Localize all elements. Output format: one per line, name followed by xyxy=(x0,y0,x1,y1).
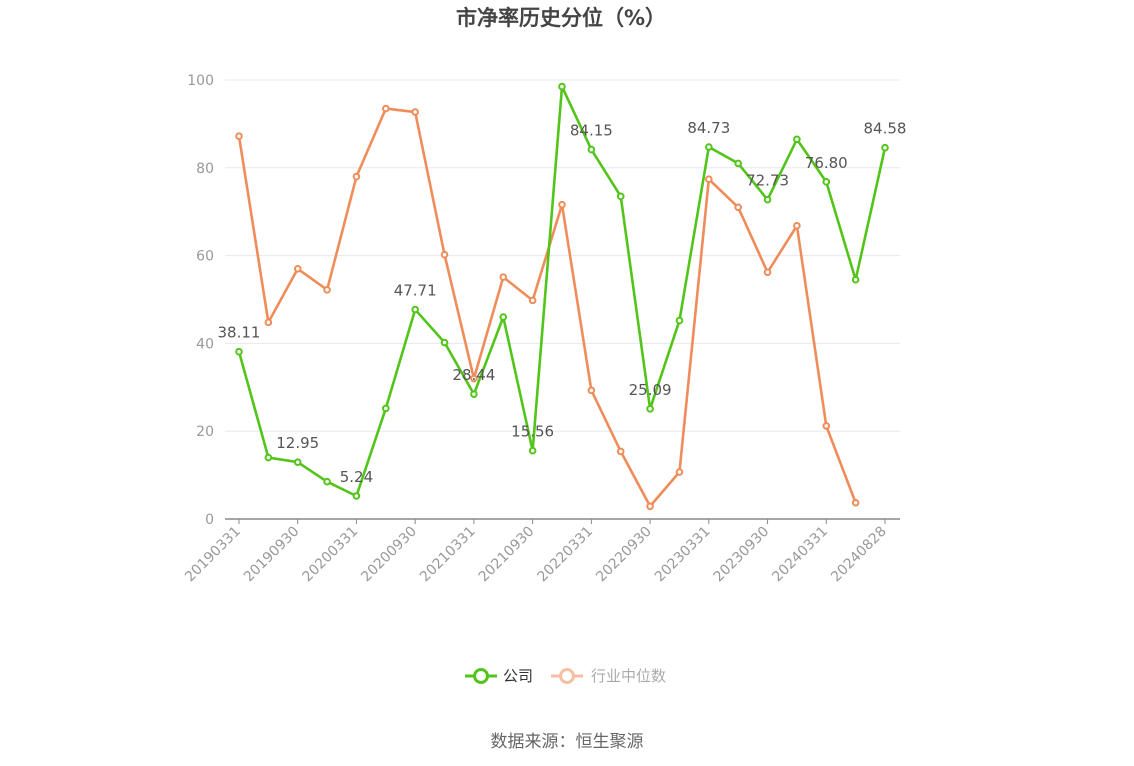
data-label: 12.95 xyxy=(276,434,319,452)
x-tick-label: 20200930 xyxy=(358,524,420,586)
data-point xyxy=(763,268,772,277)
data-point xyxy=(616,192,625,201)
data-point xyxy=(264,318,273,327)
data-point xyxy=(793,221,801,230)
series-line-0 xyxy=(237,85,887,498)
data-point xyxy=(881,143,889,152)
data-label: 84.58 xyxy=(864,120,907,138)
data-point xyxy=(822,178,831,186)
legend-label-company: 公司 xyxy=(503,667,533,685)
data-point xyxy=(558,200,566,209)
data-point xyxy=(323,286,331,294)
grid xyxy=(225,79,900,432)
data-label: 15.56 xyxy=(511,423,554,441)
data-point xyxy=(352,492,361,500)
data-point xyxy=(587,386,596,395)
data-point xyxy=(528,296,537,305)
legend-marker-industry-median xyxy=(559,668,575,684)
x-axis: 2019033120190930202003312020093020210331… xyxy=(182,518,900,586)
data-point xyxy=(587,145,596,154)
data-point xyxy=(293,264,302,273)
data-point xyxy=(705,175,713,184)
data-label: 25.09 xyxy=(629,381,672,399)
x-tick-label: 20220331 xyxy=(534,524,596,586)
data-point xyxy=(293,458,302,466)
x-tick-label: 20210331 xyxy=(417,524,479,586)
data-point xyxy=(646,405,654,413)
x-tick-label: 20230331 xyxy=(652,524,714,586)
x-tick-label: 20240331 xyxy=(769,524,831,586)
data-point xyxy=(616,447,625,456)
data-label: 28.44 xyxy=(452,366,495,384)
x-tick-label: 20220930 xyxy=(593,524,655,586)
data-point xyxy=(499,273,508,281)
legend-item-industry-median[interactable]: 行业中位数 xyxy=(551,667,666,685)
data-label: 76.80 xyxy=(805,154,848,172)
data-point xyxy=(352,172,361,181)
legend-item-company[interactable]: 公司 xyxy=(465,667,533,685)
plot-area xyxy=(235,82,889,511)
data-point xyxy=(440,338,449,347)
data-point xyxy=(528,446,537,455)
data-label: 72.73 xyxy=(746,172,789,190)
legend: 公司 行业中位数 xyxy=(465,667,666,685)
data-point xyxy=(646,502,654,511)
data-point xyxy=(470,374,478,383)
data-labels: 38.11 12.95 5.24 47.71 28.44 15.56 84.15 25.09 8… xyxy=(218,119,907,486)
y-tick-label: 80 xyxy=(196,161,214,177)
x-tick-label: 20230930 xyxy=(711,524,773,586)
data-point xyxy=(822,422,831,430)
x-tick-label: 20190930 xyxy=(241,524,303,586)
x-tick-label: 20240828 xyxy=(828,524,890,586)
data-point xyxy=(440,250,449,259)
data-point xyxy=(235,347,243,356)
x-tick-label: 20200331 xyxy=(300,524,362,586)
chart-title: 市净率历史分位（%） xyxy=(456,6,666,30)
data-label: 84.15 xyxy=(570,122,613,140)
y-tick-label: 40 xyxy=(196,336,214,352)
data-point xyxy=(558,82,566,91)
data-point xyxy=(675,316,684,325)
data-point xyxy=(793,135,801,144)
data-point xyxy=(411,108,419,116)
data-point xyxy=(411,305,419,314)
y-axis: 0 20 40 60 80 100 xyxy=(187,73,214,528)
data-point xyxy=(734,203,742,212)
data-point xyxy=(264,453,273,462)
data-label: 38.11 xyxy=(218,324,261,342)
data-point xyxy=(851,498,860,507)
data-label: 47.71 xyxy=(394,282,437,300)
data-point xyxy=(382,104,390,113)
y-tick-label: 0 xyxy=(205,512,214,528)
x-tick-label: 20190331 xyxy=(182,524,244,586)
data-point xyxy=(382,404,390,413)
y-tick-label: 60 xyxy=(196,249,214,265)
data-point xyxy=(470,390,478,398)
data-point xyxy=(705,143,713,151)
y-tick-label: 100 xyxy=(187,73,214,89)
x-tick-label: 20210930 xyxy=(476,524,538,586)
legend-marker-company xyxy=(473,668,489,684)
y-tick-label: 20 xyxy=(196,424,214,440)
data-source: 数据来源：恒生聚源 xyxy=(491,732,644,752)
data-label: 5.24 xyxy=(340,468,373,486)
data-point xyxy=(235,132,243,140)
data-point xyxy=(734,159,742,168)
data-point xyxy=(499,313,508,321)
data-point xyxy=(851,275,860,284)
data-point xyxy=(763,195,772,204)
data-point xyxy=(323,477,331,486)
legend-label-industry-median: 行业中位数 xyxy=(591,667,666,685)
data-point xyxy=(675,468,684,476)
data-label: 84.73 xyxy=(687,119,730,137)
